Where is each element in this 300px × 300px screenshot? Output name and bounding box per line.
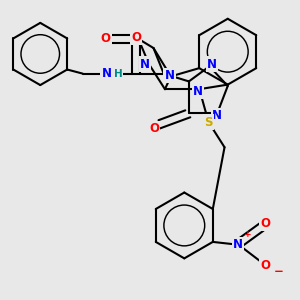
Text: N: N (193, 85, 203, 98)
Text: O: O (149, 122, 159, 135)
Text: H: H (114, 69, 122, 79)
Text: N: N (233, 238, 243, 251)
Text: O: O (260, 217, 270, 230)
Text: O: O (100, 32, 110, 45)
Text: N: N (164, 69, 175, 82)
Text: −: − (274, 265, 284, 278)
Text: N: N (140, 58, 150, 70)
Text: S: S (204, 116, 213, 129)
Text: N: N (102, 67, 112, 80)
Text: N: N (207, 58, 217, 70)
Text: +: + (244, 230, 252, 238)
Text: O: O (260, 259, 270, 272)
Text: N: N (212, 109, 222, 122)
Text: O: O (131, 31, 141, 44)
